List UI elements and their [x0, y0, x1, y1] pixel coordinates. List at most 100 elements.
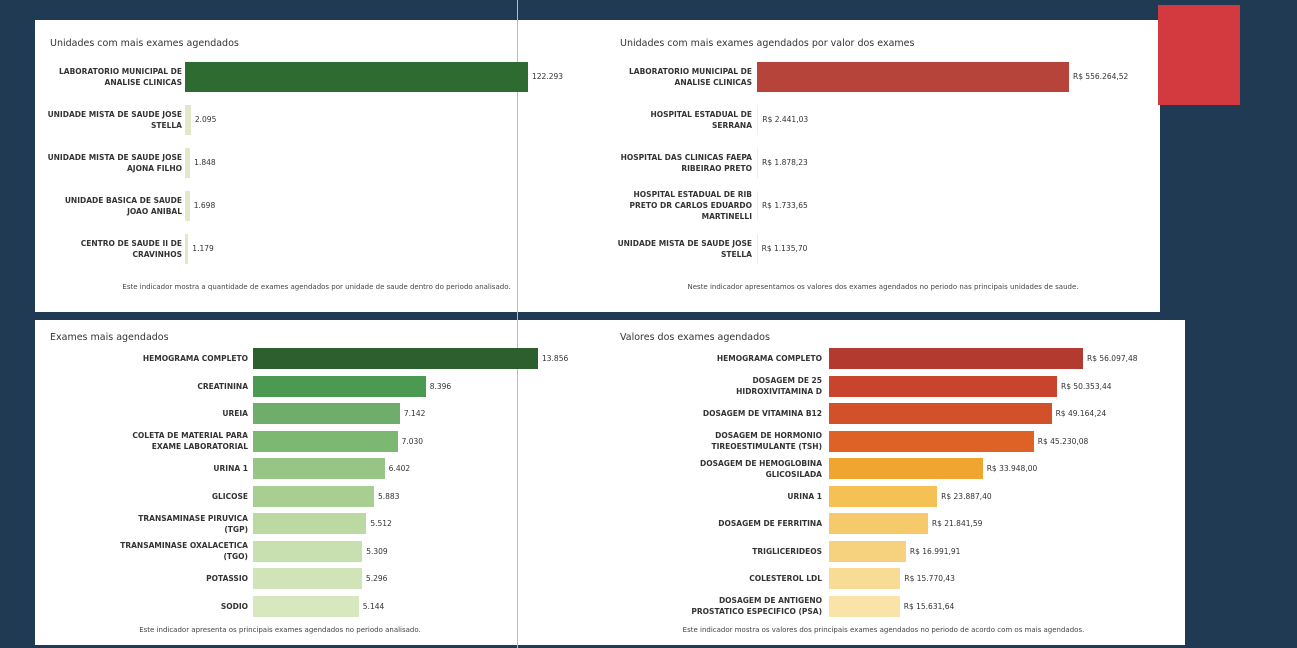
- chart-note: Este indicador mostra os valores dos pri…: [682, 626, 1085, 634]
- bar: [829, 540, 906, 562]
- chart-note: Neste indicador apresentamos os valores …: [687, 283, 1079, 291]
- category-label: URINA 1: [787, 491, 822, 501]
- category-label: LABORATORIO MUNICIPAL DE ANALISE CLINICA…: [59, 66, 182, 87]
- bar: [829, 513, 928, 535]
- bar: [829, 348, 1083, 370]
- value-label: 5.883: [378, 491, 400, 501]
- value-label: 122.293: [532, 72, 564, 81]
- category-label: HOSPITAL ESTADUAL DE SERRANA: [650, 109, 752, 130]
- category-label: TRIGLICERIDEOS: [752, 546, 822, 556]
- bar: [253, 513, 367, 535]
- category-label: COLETA DE MATERIAL PARA EXAME LABORATORI…: [132, 431, 248, 452]
- accent-block: [1158, 5, 1240, 105]
- bar: [253, 540, 363, 562]
- value-label: 5.296: [365, 574, 388, 584]
- value-label: 7.030: [401, 436, 424, 446]
- chart-title: Unidades com mais exames agendados por v…: [620, 38, 915, 49]
- value-label: 5.144: [362, 601, 385, 611]
- category-label: DOSAGEM DE VITAMINA B12: [702, 409, 822, 419]
- chart-title: Valores dos exames agendados: [620, 332, 770, 343]
- value-label: R$ 1.733,65: [761, 201, 808, 210]
- chart-title: Unidades com mais exames agendados: [50, 38, 239, 49]
- bar: [829, 568, 901, 590]
- value-label: 2.095: [194, 115, 217, 124]
- category-label: UNIDADE MISTA DE SAUDE JOSE STELLA: [617, 238, 752, 259]
- bar: [829, 595, 900, 617]
- category-label: POTASSIO: [206, 574, 248, 584]
- chart-title: Exames mais agendados: [50, 332, 169, 343]
- bar: [253, 348, 538, 370]
- value-label: R$ 15.770,43: [904, 574, 955, 584]
- value-label: R$ 45.230,08: [1037, 436, 1089, 446]
- value-label: 1.698: [193, 201, 216, 210]
- bar: [185, 190, 190, 221]
- bar: [185, 61, 528, 92]
- value-label: 5.512: [370, 519, 392, 529]
- value-label: 1.848: [194, 158, 216, 167]
- bar: [253, 430, 398, 452]
- category-label: UNIDADE MISTA DE SAUDE JOSE AJONA FILHO: [47, 152, 182, 173]
- value-label: 5.309: [366, 546, 388, 556]
- category-label: UNIDADE BASICA DE SAUDE JOAO ANIBAL: [64, 195, 182, 216]
- value-label: R$ 49.164,24: [1055, 409, 1107, 419]
- bar: [253, 568, 362, 590]
- bar: [829, 403, 1052, 425]
- bar: [757, 233, 758, 264]
- category-label: HOSPITAL DAS CLINICAS FAEPA RIBEIRAO PRE…: [620, 152, 752, 173]
- bar: [185, 147, 191, 178]
- category-label: TRANSAMINASE PIRUVICA (TGP): [138, 513, 248, 534]
- bar: [757, 147, 759, 178]
- category-label: DOSAGEM DE 25 HIDROXIVITAMINA D: [736, 376, 822, 397]
- value-label: R$ 33.948,00: [986, 464, 1038, 474]
- bar: [185, 233, 189, 264]
- bar: [253, 403, 400, 425]
- category-label: COLESTEROL LDL: [749, 574, 822, 584]
- bar: [757, 190, 758, 221]
- bar: [253, 375, 426, 397]
- value-label: R$ 2.441,03: [762, 115, 809, 124]
- category-label: DOSAGEM DE ANTIGENO PROSTATICO ESPECIFIC…: [691, 596, 822, 617]
- value-label: 13.856: [542, 354, 569, 364]
- value-label: R$ 56.097,48: [1087, 354, 1138, 364]
- bar: [253, 485, 374, 507]
- value-label: R$ 50.353,44: [1060, 381, 1112, 391]
- value-label: R$ 21.841,59: [931, 519, 983, 529]
- category-label: UNIDADE MISTA DE SAUDE JOSE STELLA: [47, 109, 182, 130]
- category-label: HOSPITAL ESTADUAL DE RIB PRETO DR CARLOS…: [629, 190, 752, 221]
- bar: [829, 485, 938, 507]
- value-label: R$ 1.135,70: [761, 244, 808, 253]
- category-label: UREIA: [222, 409, 248, 419]
- category-label: SODIO: [220, 601, 248, 611]
- value-label: R$ 23.887,40: [941, 491, 992, 501]
- value-label: R$ 556.264,52: [1073, 72, 1129, 81]
- category-label: LABORATORIO MUNICIPAL DE ANALISE CLINICA…: [629, 66, 752, 87]
- bar: [185, 104, 191, 135]
- bar: [757, 104, 759, 135]
- bar: [829, 458, 983, 480]
- category-label: CENTRO DE SAUDE II DE CRAVINHOS: [80, 238, 182, 259]
- value-label: R$ 15.631,64: [903, 601, 955, 611]
- value-label: R$ 16.991,91: [909, 546, 961, 556]
- category-label: HEMOGRAMA COMPLETO: [142, 354, 248, 364]
- bar: [757, 61, 1069, 92]
- category-label: CREATININA: [197, 381, 248, 391]
- category-label: DOSAGEM DE HORMONIO TIREOESTIMULANTE (TS…: [711, 431, 822, 452]
- category-label: GLICOSE: [211, 491, 248, 501]
- divider: [517, 0, 518, 648]
- bottom-panel: [35, 320, 1185, 645]
- value-label: 1.179: [192, 244, 214, 253]
- value-label: R$ 1.878,23: [762, 158, 808, 167]
- value-label: 8.396: [429, 381, 452, 391]
- bar: [253, 595, 359, 617]
- bar: [253, 458, 385, 480]
- value-label: 6.402: [388, 464, 411, 474]
- category-label: DOSAGEM DE HEMOGLOBINA GLICOSILADA: [700, 458, 822, 479]
- bar: [829, 430, 1034, 452]
- category-label: URINA 1: [213, 464, 248, 474]
- value-label: 7.142: [403, 409, 426, 419]
- bar: [829, 375, 1057, 397]
- category-label: HEMOGRAMA COMPLETO: [716, 354, 822, 364]
- chart-note: Este indicador apresenta os principais e…: [139, 626, 421, 634]
- category-label: DOSAGEM DE FERRITINA: [718, 519, 822, 529]
